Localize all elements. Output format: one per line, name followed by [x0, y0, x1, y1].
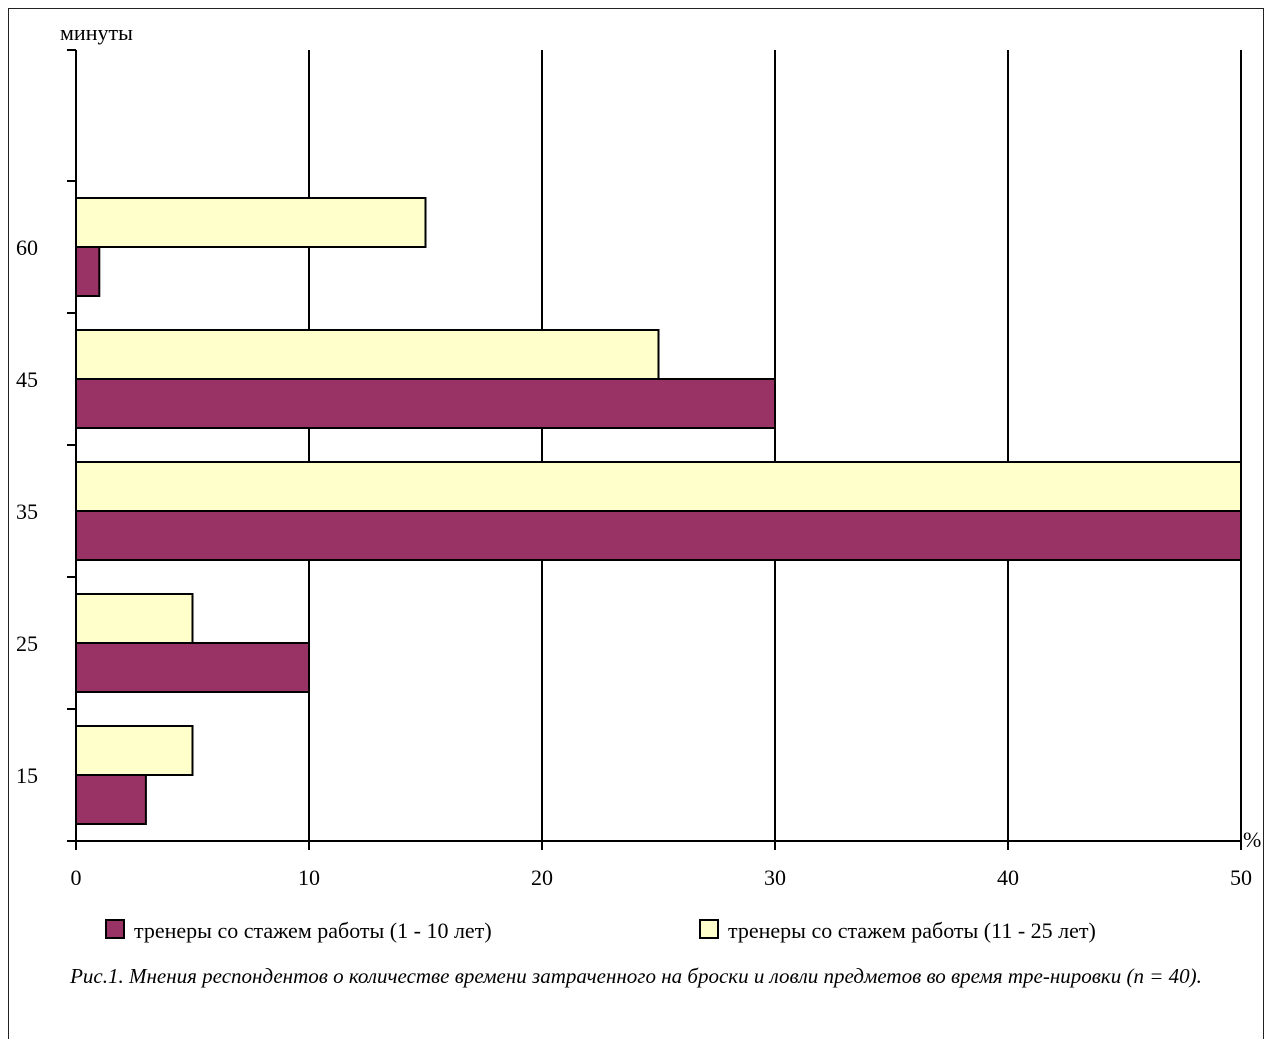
bar-series1-60 [75, 246, 101, 297]
bar-series2-25 [75, 593, 194, 644]
legend-item-series2-label: тренеры со стажем работы (11 - 25 лет) [728, 918, 1096, 943]
y-tick-label-15: 15 [16, 763, 38, 788]
y-tick-label-45: 45 [16, 367, 38, 392]
bar-series1-25 [75, 642, 310, 693]
y-tick-label-25: 25 [16, 631, 38, 656]
bar-series1-35 [75, 510, 1242, 561]
x-tick-label-20: 20 [531, 865, 553, 890]
bar-series1-45 [75, 378, 776, 429]
bar-series2-45 [75, 329, 660, 380]
x-tick-label-0: 0 [71, 865, 82, 890]
x-tick-label-10: 10 [298, 865, 320, 890]
y-tick-label-60: 60 [16, 235, 38, 260]
legend-item-series1-swatch [105, 919, 125, 939]
y-tick-label-35: 35 [16, 499, 38, 524]
figure-caption: Рис.1. Мнения респондентов о количестве … [70, 964, 1202, 988]
bar-series2-60 [75, 197, 427, 248]
x-axis-unit-label: % [1243, 827, 1261, 852]
x-tick-label-30: 30 [764, 865, 786, 890]
x-tick-label-50: 50 [1230, 865, 1252, 890]
chart: 15 25 35 45 60 0 10 20 30 40 50 минуты% тренеры со … [16, 20, 1261, 943]
bar-series2-15 [75, 725, 194, 776]
legend-item-series1-label: тренеры со стажем работы (1 - 10 лет) [134, 918, 492, 943]
legend-item-series2-swatch [699, 919, 719, 939]
y-axis-label: минуты [60, 20, 133, 45]
bar-series1-15 [75, 774, 147, 825]
x-tick-label-40: 40 [997, 865, 1019, 890]
bar-series2-35 [75, 461, 1242, 512]
figure-frame [8, 8, 1264, 1039]
